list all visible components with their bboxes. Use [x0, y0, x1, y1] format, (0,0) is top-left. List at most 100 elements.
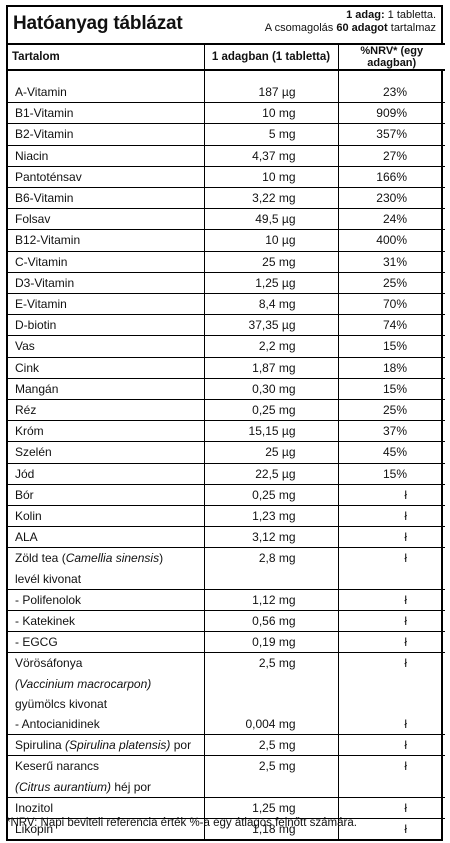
row-name: Cink — [8, 356, 205, 379]
table-row: - Polifenolok 1,12 mg ł — [8, 588, 445, 611]
row-name: Inozitol — [8, 796, 205, 819]
row-amount-anthocyanidins: 0,004 mg — [245, 717, 296, 732]
row-nrv: 25% — [338, 271, 445, 294]
row-name: Folsav — [8, 208, 205, 230]
table-row: Mangán 0,30 mg 15% — [8, 377, 445, 400]
header-spacer-row — [8, 70, 445, 82]
serving-value: 1 tabletta. — [384, 9, 436, 21]
row-name: Niacin — [8, 144, 205, 167]
row-amount: 10 mg — [204, 102, 339, 124]
table-row: Szelén 25 µg 45% — [8, 441, 445, 464]
row-amount: 1,12 mg — [204, 588, 339, 611]
row-nrv: 18% — [338, 356, 445, 379]
table-row: B2-Vitamin 5 mg 357% — [8, 123, 445, 146]
latin-name: (Vaccinium macrocarpon) — [15, 676, 152, 691]
row-amount-green-tea: 2,8 mg — [204, 547, 339, 590]
row-nrv: 23% — [382, 85, 407, 99]
table-row: - Katekinek 0,56 mg ł — [8, 610, 445, 632]
latin-name: (Citrus aurantium) — [15, 779, 112, 794]
row-name: Réz — [8, 399, 205, 421]
table-row: D3-Vitamin 1,25 µg 25% — [8, 271, 445, 294]
row-nrv-cranberry: ł ł — [338, 652, 445, 735]
row-name: Króm — [8, 420, 205, 442]
row-nrv: 31% — [338, 250, 445, 273]
row-nrv: ł — [338, 796, 445, 819]
row-nrv: 25% — [338, 399, 445, 421]
row-amount: 1,25 mg — [204, 796, 339, 819]
row-name: - Katekinek — [8, 610, 205, 632]
row-amount: 1,23 mg — [204, 505, 339, 527]
row-name: B6-Vitamin — [8, 187, 205, 209]
row-amount: 1,18 mg — [204, 817, 339, 840]
row-name: A-Vitamin — [8, 82, 205, 103]
row-amount: 3,12 mg — [204, 526, 339, 548]
row-amount: 2,2 mg — [204, 335, 339, 358]
row-amount: 22,5 µg — [204, 462, 339, 485]
row-nrv: 230% — [338, 187, 445, 209]
row-name-spirulina: Spirulina (Spirulina platensis) por — [8, 734, 205, 756]
row-name-cranberry: Vörösáfonya (Vaccinium macrocarpon) gyüm… — [8, 652, 205, 735]
row-name: ALA — [8, 526, 205, 548]
table-row: A-Vitamin 187 µg 23% — [8, 82, 445, 103]
row-name: B12-Vitamin — [8, 229, 205, 252]
row-name: Szelén — [8, 441, 205, 464]
row-nrv-green-tea: ł — [338, 547, 445, 590]
row-nrv: 70% — [338, 293, 445, 315]
nrv-footnote: *NRV: Napi beviteli referencia érték %-a… — [6, 817, 357, 829]
table-row: C-Vitamin 25 mg 31% — [8, 250, 445, 273]
table-row: Bór 0,25 mg ł — [8, 483, 445, 506]
row-amount: 187 µg — [204, 82, 339, 103]
table-row: B1-Vitamin 10 mg 909% — [8, 102, 445, 124]
row-amount: 25 mg — [204, 250, 339, 273]
column-header-content: Tartalom — [8, 43, 205, 71]
row-amount: 37,35 µg — [204, 314, 339, 336]
table-row: - EGCG 0,19 mg ł — [8, 631, 445, 653]
table-column-headers: Tartalom 1 adagban (1 tabletta) %NRV* (e… — [8, 43, 445, 71]
row-amount: 1,25 µg — [204, 271, 339, 294]
table-row-bitter-orange: Keserű narancs (Citrus aurantium) héj po… — [8, 755, 445, 798]
row-name: E-Vitamin — [8, 293, 205, 315]
serving-info: 1 adag: 1 tabletta. A csomagolás 60 adag… — [265, 9, 436, 35]
table-title: Hatóanyag táblázat — [13, 13, 183, 34]
row-amount: 49,5 µg — [204, 208, 339, 230]
row-nrv: ł — [338, 631, 445, 653]
row-amount: 25 µg — [204, 441, 339, 464]
column-header-amount: 1 adagban (1 tabletta) — [204, 43, 339, 71]
table-row: Króm 15,15 µg 37% — [8, 420, 445, 442]
row-nrv-anthocyanidins: ł — [404, 717, 407, 732]
row-amount: 3,22 mg — [204, 187, 339, 209]
table-row-cranberry: Vörösáfonya (Vaccinium macrocarpon) gyüm… — [8, 652, 445, 735]
row-nrv: 15% — [338, 462, 445, 485]
table-row: ALA 3,12 mg ł — [8, 526, 445, 548]
row-name: Mangán — [8, 377, 205, 400]
row-amount: 0,30 mg — [204, 377, 339, 400]
row-amount: 15,15 µg — [204, 420, 339, 442]
row-nrv: ł — [338, 610, 445, 632]
table-row: Pantoténsav 10 mg 166% — [8, 165, 445, 188]
row-amount: 0,25 mg — [204, 399, 339, 421]
row-name: B2-Vitamin — [8, 123, 205, 146]
row-amount: 0,56 mg — [204, 610, 339, 632]
latin-name: (Spirulina platensis) — [65, 738, 171, 753]
row-name: D-biotin — [8, 314, 205, 336]
nutrition-table-panel: Hatóanyag táblázat 1 adag: 1 tabletta. A… — [6, 5, 445, 842]
row-name: Vas — [8, 335, 205, 358]
table-row: Jód 22,5 µg 15% — [8, 462, 445, 485]
package-prefix: A csomagolás — [264, 22, 337, 34]
table-row: Niacin 4,37 mg 27% — [8, 144, 445, 167]
row-amount: 10 µg — [204, 229, 339, 252]
row-nrv-spirulina: ł — [338, 734, 445, 756]
row-amount: 1,87 mg — [204, 356, 339, 379]
row-nrv: ł — [338, 526, 445, 548]
table-row: D-biotin 37,35 µg 74% — [8, 314, 445, 336]
package-suffix: tartalmaz — [387, 22, 436, 34]
row-name-bitter-orange: Keserű narancs (Citrus aurantium) héj po… — [8, 755, 205, 798]
table-row: Réz 0,25 mg 25% — [8, 399, 445, 421]
row-name-green-tea: Zöld tea (Camellia sinensis) levél kivon… — [8, 547, 205, 590]
ingredient-table: Tartalom 1 adagban (1 tabletta) %NRV* (e… — [8, 43, 445, 840]
table-row: B6-Vitamin 3,22 mg 230% — [8, 187, 445, 209]
row-nrv: 37% — [338, 420, 445, 442]
table-row: Likopin 1,18 mg ł — [8, 817, 445, 840]
row-name: D3-Vitamin — [8, 271, 205, 294]
row-name-anthocyanidins: - Antocianidinek — [15, 717, 100, 732]
